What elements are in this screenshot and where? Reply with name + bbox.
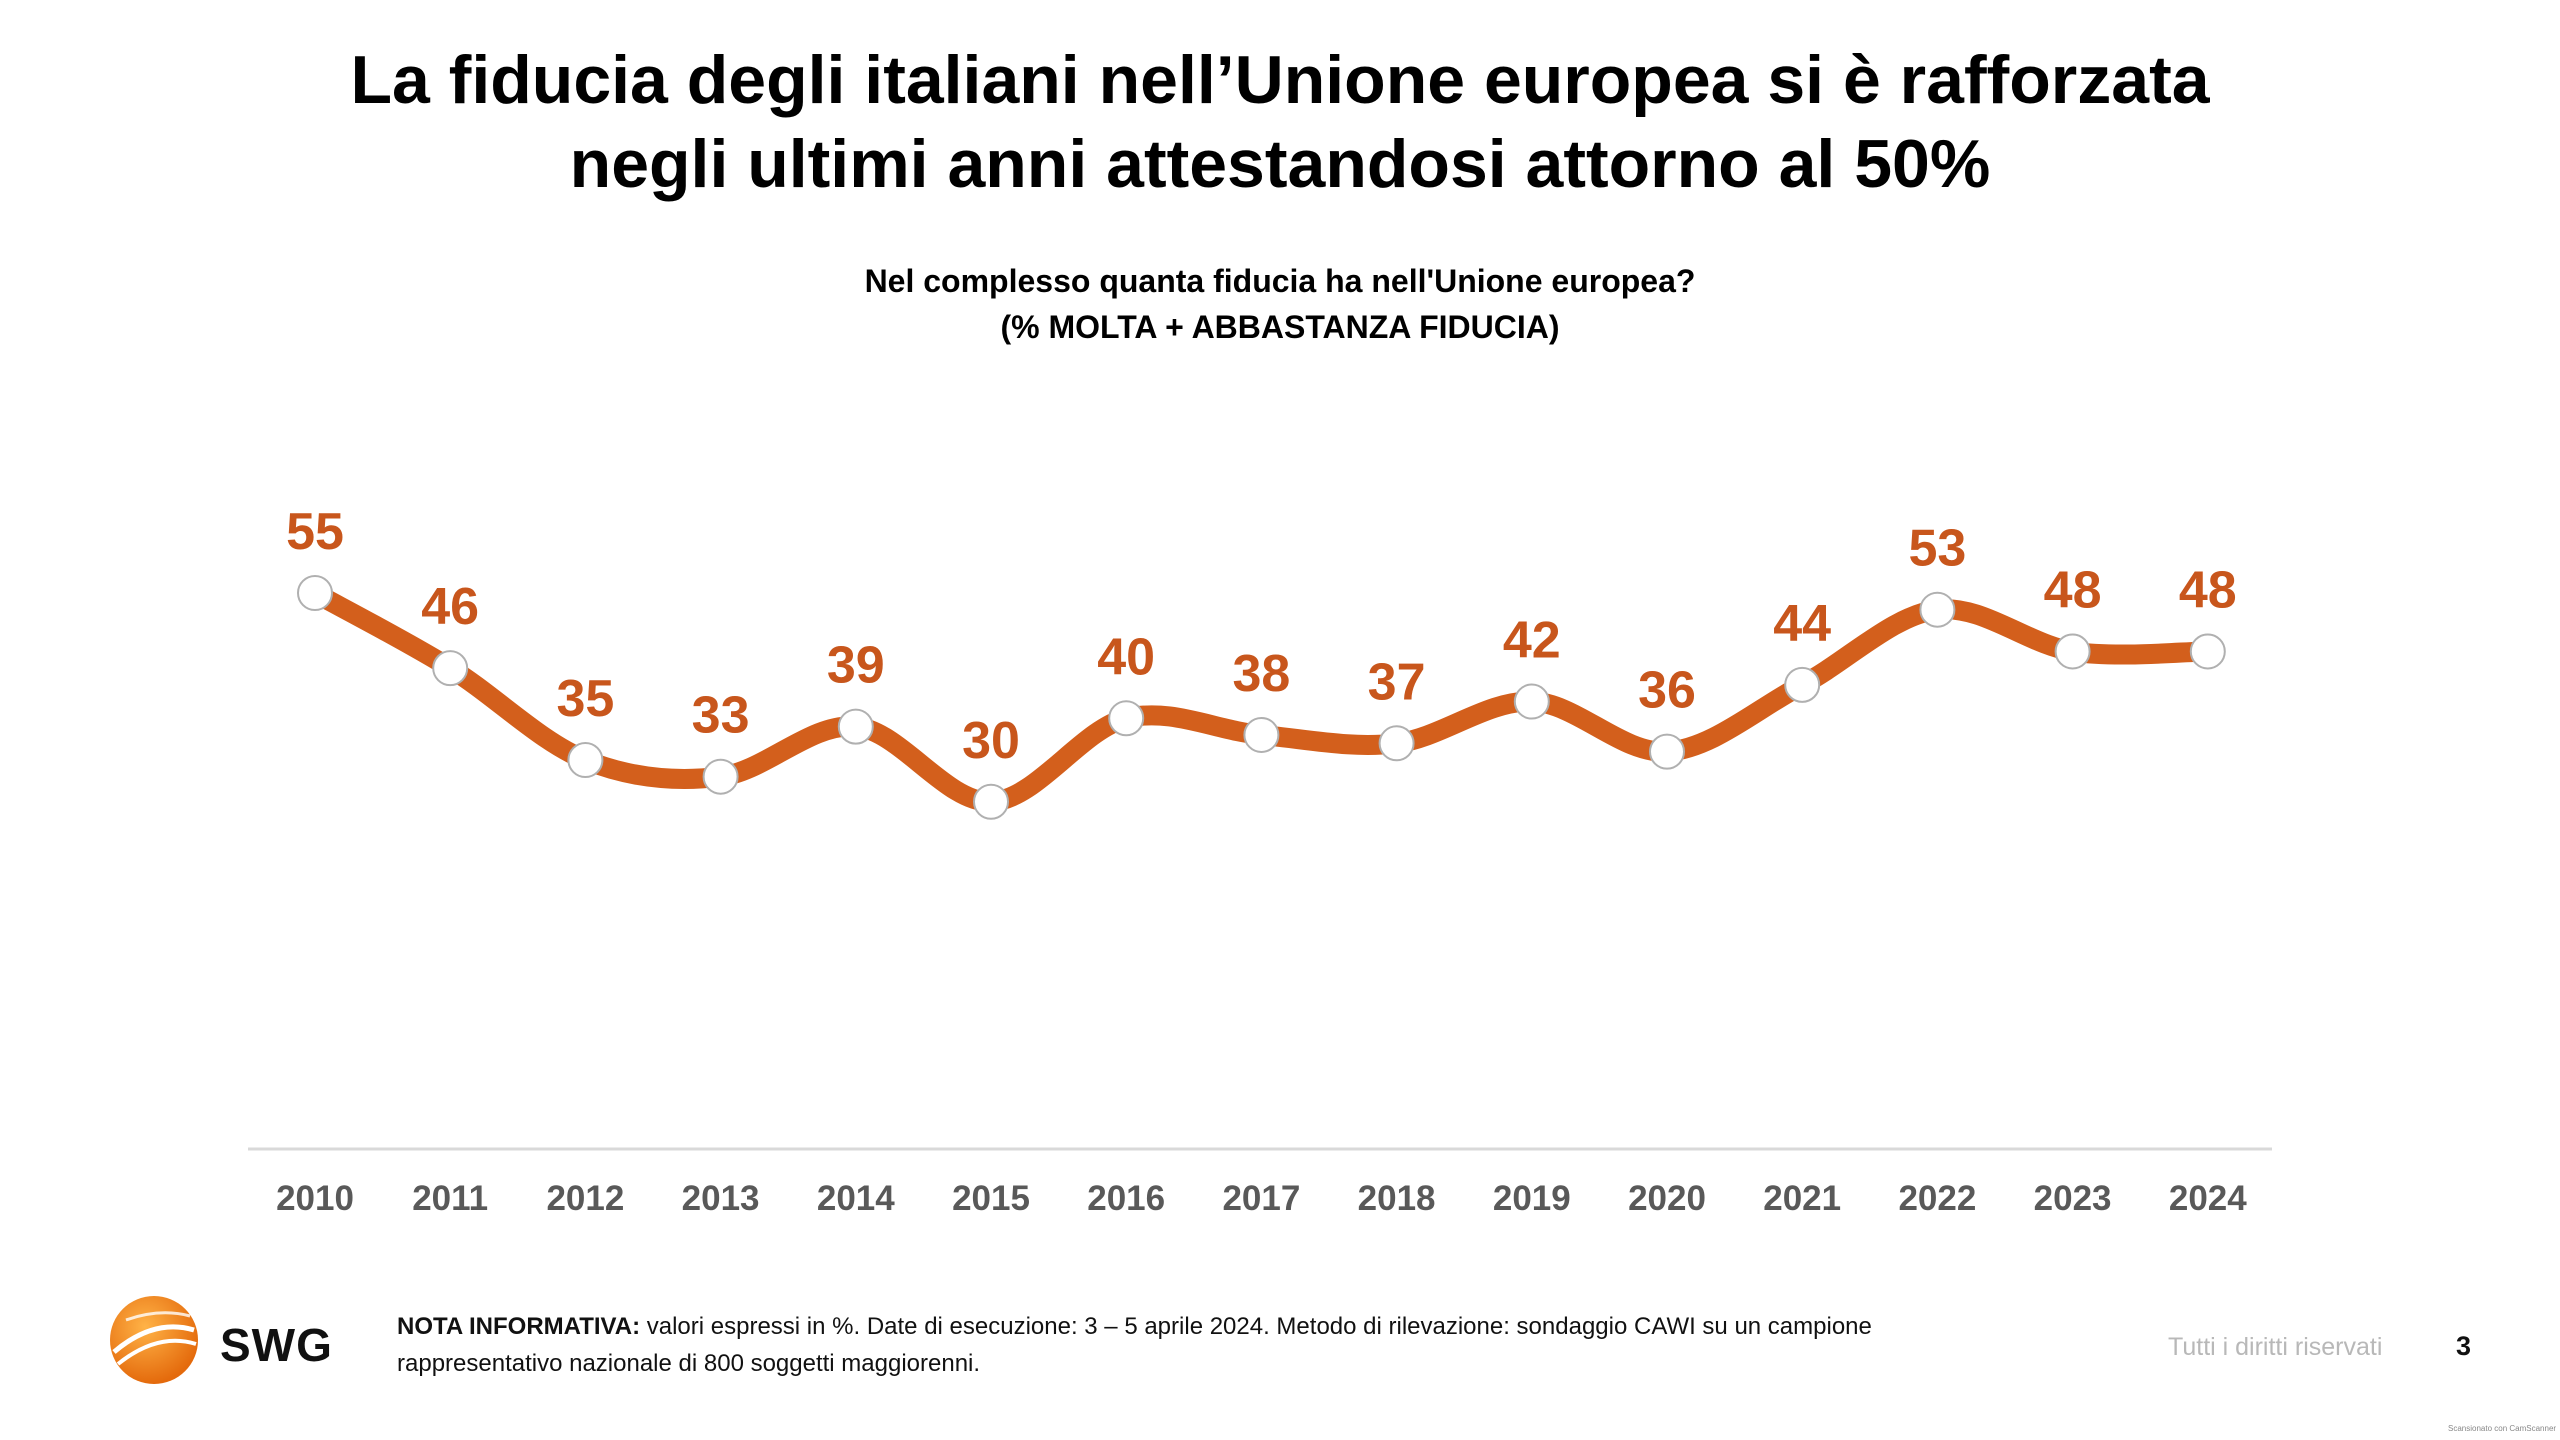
footnote-label: NOTA INFORMATIVA: — [397, 1313, 641, 1340]
data-point-2015 — [973, 783, 1009, 820]
x-tick-2014: 2014 — [817, 1179, 895, 1218]
x-tick-2017: 2017 — [1222, 1179, 1300, 1218]
x-tick-2015: 2015 — [952, 1179, 1030, 1218]
x-tick-2020: 2020 — [1628, 1179, 1706, 1218]
data-label-2011: 46 — [421, 578, 479, 636]
data-label-2021: 44 — [1773, 595, 1831, 653]
data-point-2014 — [837, 708, 874, 745]
data-label-2019: 42 — [1503, 612, 1561, 670]
subtitle-line-2: (% MOLTA + ABBASTANZA FIDUCIA) — [1000, 309, 1560, 345]
x-tick-2013: 2013 — [682, 1179, 760, 1218]
page-number: 3 — [2456, 1331, 2472, 1361]
data-label-2020: 36 — [1638, 662, 1696, 720]
x-tick-2019: 2019 — [1493, 1179, 1571, 1218]
x-tick-2011: 2011 — [412, 1179, 488, 1218]
data-point-2013 — [702, 758, 739, 795]
data-point-2020 — [1649, 733, 1685, 770]
x-tick-2022: 2022 — [1898, 1179, 1976, 1218]
x-tick-2016: 2016 — [1087, 1179, 1165, 1218]
data-point-2021 — [1784, 666, 1821, 703]
swg-globe-icon — [110, 1296, 198, 1384]
x-tick-2012: 2012 — [546, 1179, 624, 1218]
subtitle-line-1: Nel complesso quanta fiducia ha nell'Uni… — [864, 263, 1696, 299]
data-point-2012 — [567, 742, 604, 778]
data-point-2010 — [297, 575, 333, 611]
footnote: NOTA INFORMATIVA: valori espressi in %. … — [397, 1308, 2017, 1382]
data-label-2012: 35 — [556, 670, 614, 728]
data-point-2022 — [1919, 591, 1956, 628]
data-label-2022: 53 — [1908, 520, 1966, 578]
data-label-2018: 37 — [1368, 653, 1426, 711]
data-label-2014: 39 — [827, 637, 885, 695]
data-label-2010: 55 — [286, 503, 344, 561]
data-label-2024: 48 — [2179, 561, 2237, 619]
data-point-2019 — [1513, 683, 1550, 720]
scanner-note: Scansionato con CamScanner — [2448, 1424, 2557, 1433]
data-label-2016: 40 — [1097, 628, 1155, 686]
chart-subtitle: Nel complesso quanta fiducia ha nell'Uni… — [0, 258, 2560, 350]
x-tick-2018: 2018 — [1358, 1179, 1436, 1218]
title-line-2: negli ultimi anni attestandosi attorno a… — [569, 126, 1991, 202]
data-point-2011 — [432, 650, 469, 687]
x-tick-2023: 2023 — [2034, 1179, 2112, 1218]
data-point-2016 — [1108, 700, 1145, 737]
data-label-2017: 38 — [1232, 645, 1290, 703]
line-chart: 55 2010 46 2011 35 2012 33 2013 39 2014 30 2015 40 20… — [248, 503, 2272, 1218]
rights-text: Tutti i diritti riservati — [2168, 1333, 2383, 1361]
footnote-text: valori espressi in %. Date di esecuzione… — [397, 1313, 1872, 1377]
title-line-1: La fiducia degli italiani nell’Unione eu… — [350, 42, 2210, 118]
data-label-2015: 30 — [962, 712, 1020, 770]
data-point-2023 — [2054, 633, 2091, 670]
x-tick-2024: 2024 — [2169, 1179, 2247, 1218]
data-point-2024 — [2189, 633, 2226, 670]
slide-title: La fiducia degli italiani nell’Unione eu… — [0, 38, 2560, 206]
data-label-2013: 33 — [692, 687, 750, 745]
data-point-2018 — [1378, 725, 1415, 762]
data-point-2017 — [1243, 716, 1280, 753]
x-tick-2010: 2010 — [276, 1179, 354, 1218]
logo-text: SWG — [220, 1319, 333, 1371]
x-tick-2021: 2021 — [1763, 1179, 1841, 1218]
data-label-2023: 48 — [2044, 561, 2102, 619]
